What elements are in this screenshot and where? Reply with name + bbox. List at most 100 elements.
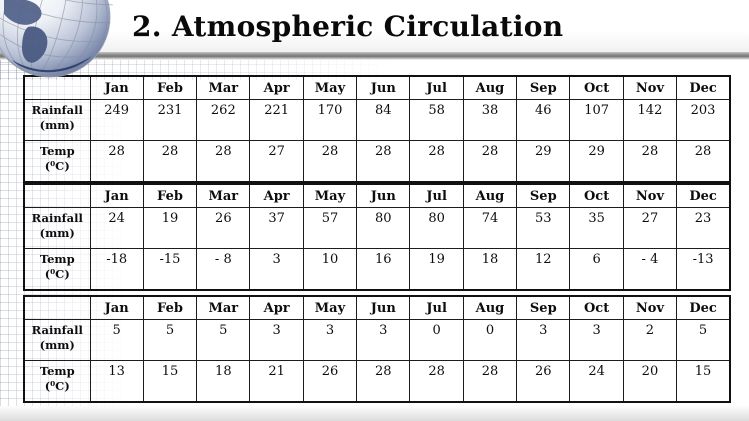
value-cell: 249: [89, 99, 144, 141]
table-row: Rainfall (mm) 24 19 26 37 57 80 80 74 53 35 27 23: [23, 207, 731, 249]
table-row: Rainfall (mm) 249 231 262 221 170 84 58 38 46 107 1…: [23, 99, 731, 141]
row-label: Rainfall (mm): [23, 99, 91, 141]
value-cell: 5: [142, 319, 198, 361]
corner-cell: [23, 183, 91, 208]
month-header: Sep: [516, 295, 571, 320]
month-header: Jun: [356, 183, 411, 208]
value-cell: 53: [516, 207, 571, 249]
table-row: Temp (⁰C) 28 28 28 27 28 28 28 28 29 29 28 28: [23, 140, 731, 183]
value-cell: 28: [462, 140, 518, 183]
value-cell: 80: [409, 207, 464, 249]
value-cell: 28: [356, 360, 411, 403]
month-header: Mar: [196, 295, 251, 320]
value-cell: 203: [676, 99, 731, 141]
value-cell: 3: [569, 319, 624, 361]
value-cell: 3: [302, 319, 358, 361]
month-header: Oct: [569, 183, 624, 208]
value-cell: 5: [676, 319, 731, 361]
value-cell: 57: [302, 207, 358, 249]
value-cell: 20: [622, 360, 678, 403]
month-header: Nov: [622, 295, 678, 320]
month-header: Feb: [142, 183, 198, 208]
value-cell: 221: [249, 99, 304, 141]
month-header: Oct: [569, 75, 624, 100]
value-cell: 46: [516, 99, 571, 141]
value-cell: 28: [356, 140, 411, 183]
value-cell: 19: [142, 207, 198, 249]
month-header: Jan: [89, 295, 144, 320]
value-cell: 170: [302, 99, 358, 141]
month-header: Sep: [516, 183, 571, 208]
value-cell: 28: [622, 140, 678, 183]
value-cell: 19: [409, 248, 464, 291]
value-cell: 231: [142, 99, 198, 141]
month-header: Jul: [409, 75, 464, 100]
row-label: Temp (⁰C): [23, 140, 91, 183]
value-cell: 26: [516, 360, 571, 403]
month-header: Jan: [89, 183, 144, 208]
value-cell: 28: [89, 140, 144, 183]
value-cell: 27: [249, 140, 304, 183]
value-cell: 29: [516, 140, 571, 183]
climate-table-2: Jan Feb Mar Apr May Jun Jul Aug Sep Oct Nov Dec Rain…: [23, 183, 731, 291]
month-header: Mar: [196, 183, 251, 208]
row-label: Rainfall (mm): [23, 207, 91, 249]
value-cell: 5: [196, 319, 251, 361]
header-divider: [0, 52, 749, 60]
value-cell: 10: [302, 248, 358, 291]
month-header: Feb: [142, 295, 198, 320]
value-cell: 27: [622, 207, 678, 249]
month-header: Sep: [516, 75, 571, 100]
month-header: Apr: [249, 295, 304, 320]
corner-cell: [23, 295, 91, 320]
value-cell: 28: [196, 140, 251, 183]
value-cell: 3: [249, 248, 304, 291]
value-cell: 80: [356, 207, 411, 249]
value-cell: 26: [196, 207, 251, 249]
value-cell: 5: [89, 319, 144, 361]
month-header: Jul: [409, 183, 464, 208]
month-header: Aug: [462, 75, 518, 100]
value-cell: 15: [676, 360, 731, 403]
value-cell: 142: [622, 99, 678, 141]
climate-table-1: Jan Feb Mar Apr May Jun Jul Aug Sep Oct Nov Dec Rain…: [23, 75, 731, 183]
value-cell: 84: [356, 99, 411, 141]
value-cell: -13: [676, 248, 731, 291]
value-cell: -15: [142, 248, 198, 291]
month-header: Apr: [249, 75, 304, 100]
month-header: Jun: [356, 75, 411, 100]
value-cell: 35: [569, 207, 624, 249]
table-row: Temp (⁰C) 13 15 18 21 26 28 28 28 26 24 20 15: [23, 360, 731, 403]
value-cell: -18: [89, 248, 144, 291]
value-cell: 26: [302, 360, 358, 403]
row-label: Temp (⁰C): [23, 360, 91, 403]
value-cell: 23: [676, 207, 731, 249]
value-cell: 18: [196, 360, 251, 403]
month-header: Apr: [249, 183, 304, 208]
month-header: Oct: [569, 295, 624, 320]
month-header: Jul: [409, 295, 464, 320]
value-cell: 107: [569, 99, 624, 141]
value-cell: 24: [569, 360, 624, 403]
value-cell: 18: [462, 248, 518, 291]
slide-title: 2. Atmospheric Circulation: [132, 10, 564, 43]
value-cell: 13: [89, 360, 144, 403]
header-row: Jan Feb Mar Apr May Jun Jul Aug Sep Oct Nov Dec: [23, 75, 731, 100]
value-cell: 28: [142, 140, 198, 183]
value-cell: 28: [409, 360, 464, 403]
row-label: Temp (⁰C): [23, 248, 91, 291]
value-cell: 28: [462, 360, 518, 403]
month-header: May: [302, 183, 358, 208]
month-header: May: [302, 295, 358, 320]
value-cell: 3: [356, 319, 411, 361]
value-cell: 37: [249, 207, 304, 249]
value-cell: 28: [409, 140, 464, 183]
value-cell: 12: [516, 248, 571, 291]
value-cell: 0: [409, 319, 464, 361]
month-header: Jun: [356, 295, 411, 320]
value-cell: 3: [516, 319, 571, 361]
value-cell: - 4: [622, 248, 678, 291]
bottom-shade: [0, 405, 749, 421]
value-cell: 6: [569, 248, 624, 291]
